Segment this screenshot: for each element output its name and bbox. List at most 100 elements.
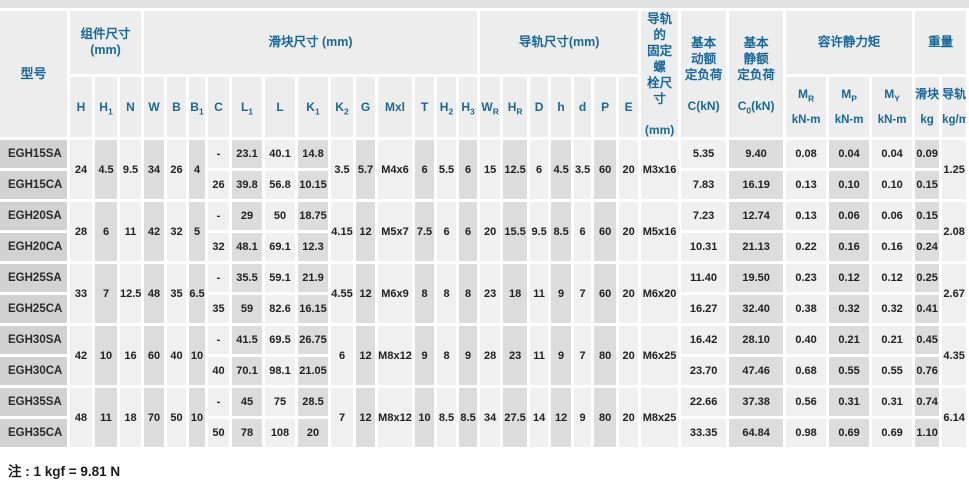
cell-C: 50: [208, 419, 232, 450]
cell-MY: 0.04: [872, 140, 916, 171]
cell-h: 12: [551, 388, 575, 450]
cell-C_kN: 7.23: [681, 202, 730, 233]
cell-h: 4.5: [551, 140, 575, 202]
cell-WR: 20: [480, 202, 504, 264]
cell-C: -: [208, 326, 232, 357]
cell-C0_kN: 16.19: [729, 171, 787, 202]
cell-L1: 70.1: [232, 357, 265, 388]
cell-D: 6: [530, 140, 552, 202]
cell-L1: 59: [232, 295, 265, 326]
cell-MP: 0.31: [829, 388, 873, 419]
cell-N: 18: [120, 388, 144, 450]
cell-HR: 27.5: [503, 388, 531, 450]
cell-H: 48: [70, 388, 95, 450]
cell-C_kN: 16.27: [681, 295, 730, 326]
footnote: 注 : 1 kgf = 9.81 N: [8, 464, 121, 479]
cell-MY: 0.31: [872, 388, 916, 419]
model-cell: EGH30CA: [0, 357, 70, 388]
cell-K1: 28.5: [298, 388, 331, 419]
col-header-N: N: [120, 76, 144, 140]
cell-MY: 0.55: [872, 357, 916, 388]
cell-C0_kN: 19.50: [729, 264, 787, 295]
cell-B1: 10: [189, 326, 208, 388]
cell-block_kg: 0.76: [915, 357, 943, 388]
cell-d: 7: [574, 326, 595, 388]
cell-Mxl: M6x9: [378, 264, 415, 326]
cell-L: 82.6: [265, 295, 298, 326]
cell-P: 60: [594, 264, 620, 326]
cell-H2: 8.5: [437, 388, 459, 450]
header-group-row: 型号 组件尺寸 (mm) 滑块尺寸 (mm) 导轨尺寸(mm) 导轨的 固定螺 栓尺寸 (mm)…: [0, 11, 969, 140]
cell-MR: 0.40: [786, 326, 830, 357]
cell-d: 7: [574, 264, 595, 326]
cell-L1: 48.1: [232, 233, 265, 264]
cell-WR: 15: [480, 140, 504, 202]
cell-Mxl: M4x6: [378, 140, 415, 202]
cell-W: 48: [144, 264, 167, 326]
cell-MY: 0.12: [872, 264, 916, 295]
cell-K1: 26.75: [298, 326, 331, 357]
col-group-weight: 重量: [915, 11, 969, 77]
cell-B: 32: [167, 202, 189, 264]
cell-K1: 12.3: [298, 233, 331, 264]
cell-L1: 35.5: [232, 264, 265, 295]
cell-MR: 0.23: [786, 264, 830, 295]
cell-L: 108: [265, 419, 298, 450]
cell-G: 12: [356, 388, 378, 450]
cell-L: 75: [265, 388, 298, 419]
cell-L: 40.1: [265, 140, 298, 171]
cell-C_kN: 16.42: [681, 326, 730, 357]
col-header-d: d: [574, 76, 595, 140]
cell-H: 42: [70, 326, 95, 388]
cell-rail_kg: 4.35: [942, 326, 969, 388]
cell-N: 11: [120, 202, 144, 264]
cell-E: 20: [619, 326, 642, 388]
cell-h: 9: [551, 326, 575, 388]
cell-block_kg: 0.45: [915, 326, 943, 357]
col-group-basic-dynamic-load: 基本 动额 定负荷 C(kN): [681, 11, 730, 140]
cell-H1: 11: [95, 388, 120, 450]
cell-MP: 0.12: [829, 264, 873, 295]
cell-MY: 0.69: [872, 419, 916, 450]
cell-L: 56.8: [265, 171, 298, 202]
col-group-model: 型号: [0, 11, 70, 140]
cell-C_kN: 5.35: [681, 140, 730, 171]
cell-bolt: M8x25: [641, 388, 682, 450]
cell-rail_kg: 2.67: [942, 264, 969, 326]
cell-C0_kN: 9.40: [729, 140, 787, 171]
col-header-H3: H3: [459, 76, 481, 140]
cell-rail_kg: 1.25: [942, 140, 969, 202]
table-row-EGH35SA: EGH35SA 48 11 18 70 50 10-45 75 28.5 7 12 M8x12 10 8.…: [0, 388, 969, 450]
cell-h: 9: [551, 264, 575, 326]
cell-MP: 0.69: [829, 419, 873, 450]
cell-N: 12.5: [120, 264, 144, 326]
linear-guide-spec-table: 型号 组件尺寸 (mm) 滑块尺寸 (mm) 导轨尺寸(mm) 导轨的 固定螺 栓尺寸 (mm)…: [0, 11, 969, 450]
cell-H2: 6: [437, 202, 459, 264]
cell-C0_kN: 28.10: [729, 326, 787, 357]
cell-C: -: [208, 140, 232, 171]
cell-E: 20: [619, 388, 642, 450]
col-header-H2: H2: [437, 76, 459, 140]
cell-L: 98.1: [265, 357, 298, 388]
table-row-EGH15SA: EGH15SA 24 4.5 9.5 34 26 4-23.1 40.1 14.8 3.5 5.7 M…: [0, 140, 969, 202]
cell-T: 10: [415, 388, 437, 450]
cell-MP: 0.16: [829, 233, 873, 264]
cell-WR: 28: [480, 326, 504, 388]
cell-C: 35: [208, 295, 232, 326]
cell-C: -: [208, 202, 232, 233]
cell-D: 11: [530, 326, 552, 388]
cell-MY: 0.32: [872, 295, 916, 326]
col-group-allowable-static-moment: 容许静力矩: [786, 11, 916, 77]
cell-K2: 7: [331, 388, 356, 450]
cell-N: 9.5: [120, 140, 144, 202]
cell-Mxl: M8x12: [378, 388, 415, 450]
cell-block_kg: 1.10: [915, 419, 943, 450]
cell-L1: 23.1: [232, 140, 265, 171]
cell-G: 12: [356, 326, 378, 388]
cell-H2: 8: [437, 264, 459, 326]
cell-L: 59.1: [265, 264, 298, 295]
cell-d: 6: [574, 202, 595, 264]
cell-HR: 23: [503, 326, 531, 388]
cell-L: 50: [265, 202, 298, 233]
cell-MR: 0.13: [786, 171, 830, 202]
